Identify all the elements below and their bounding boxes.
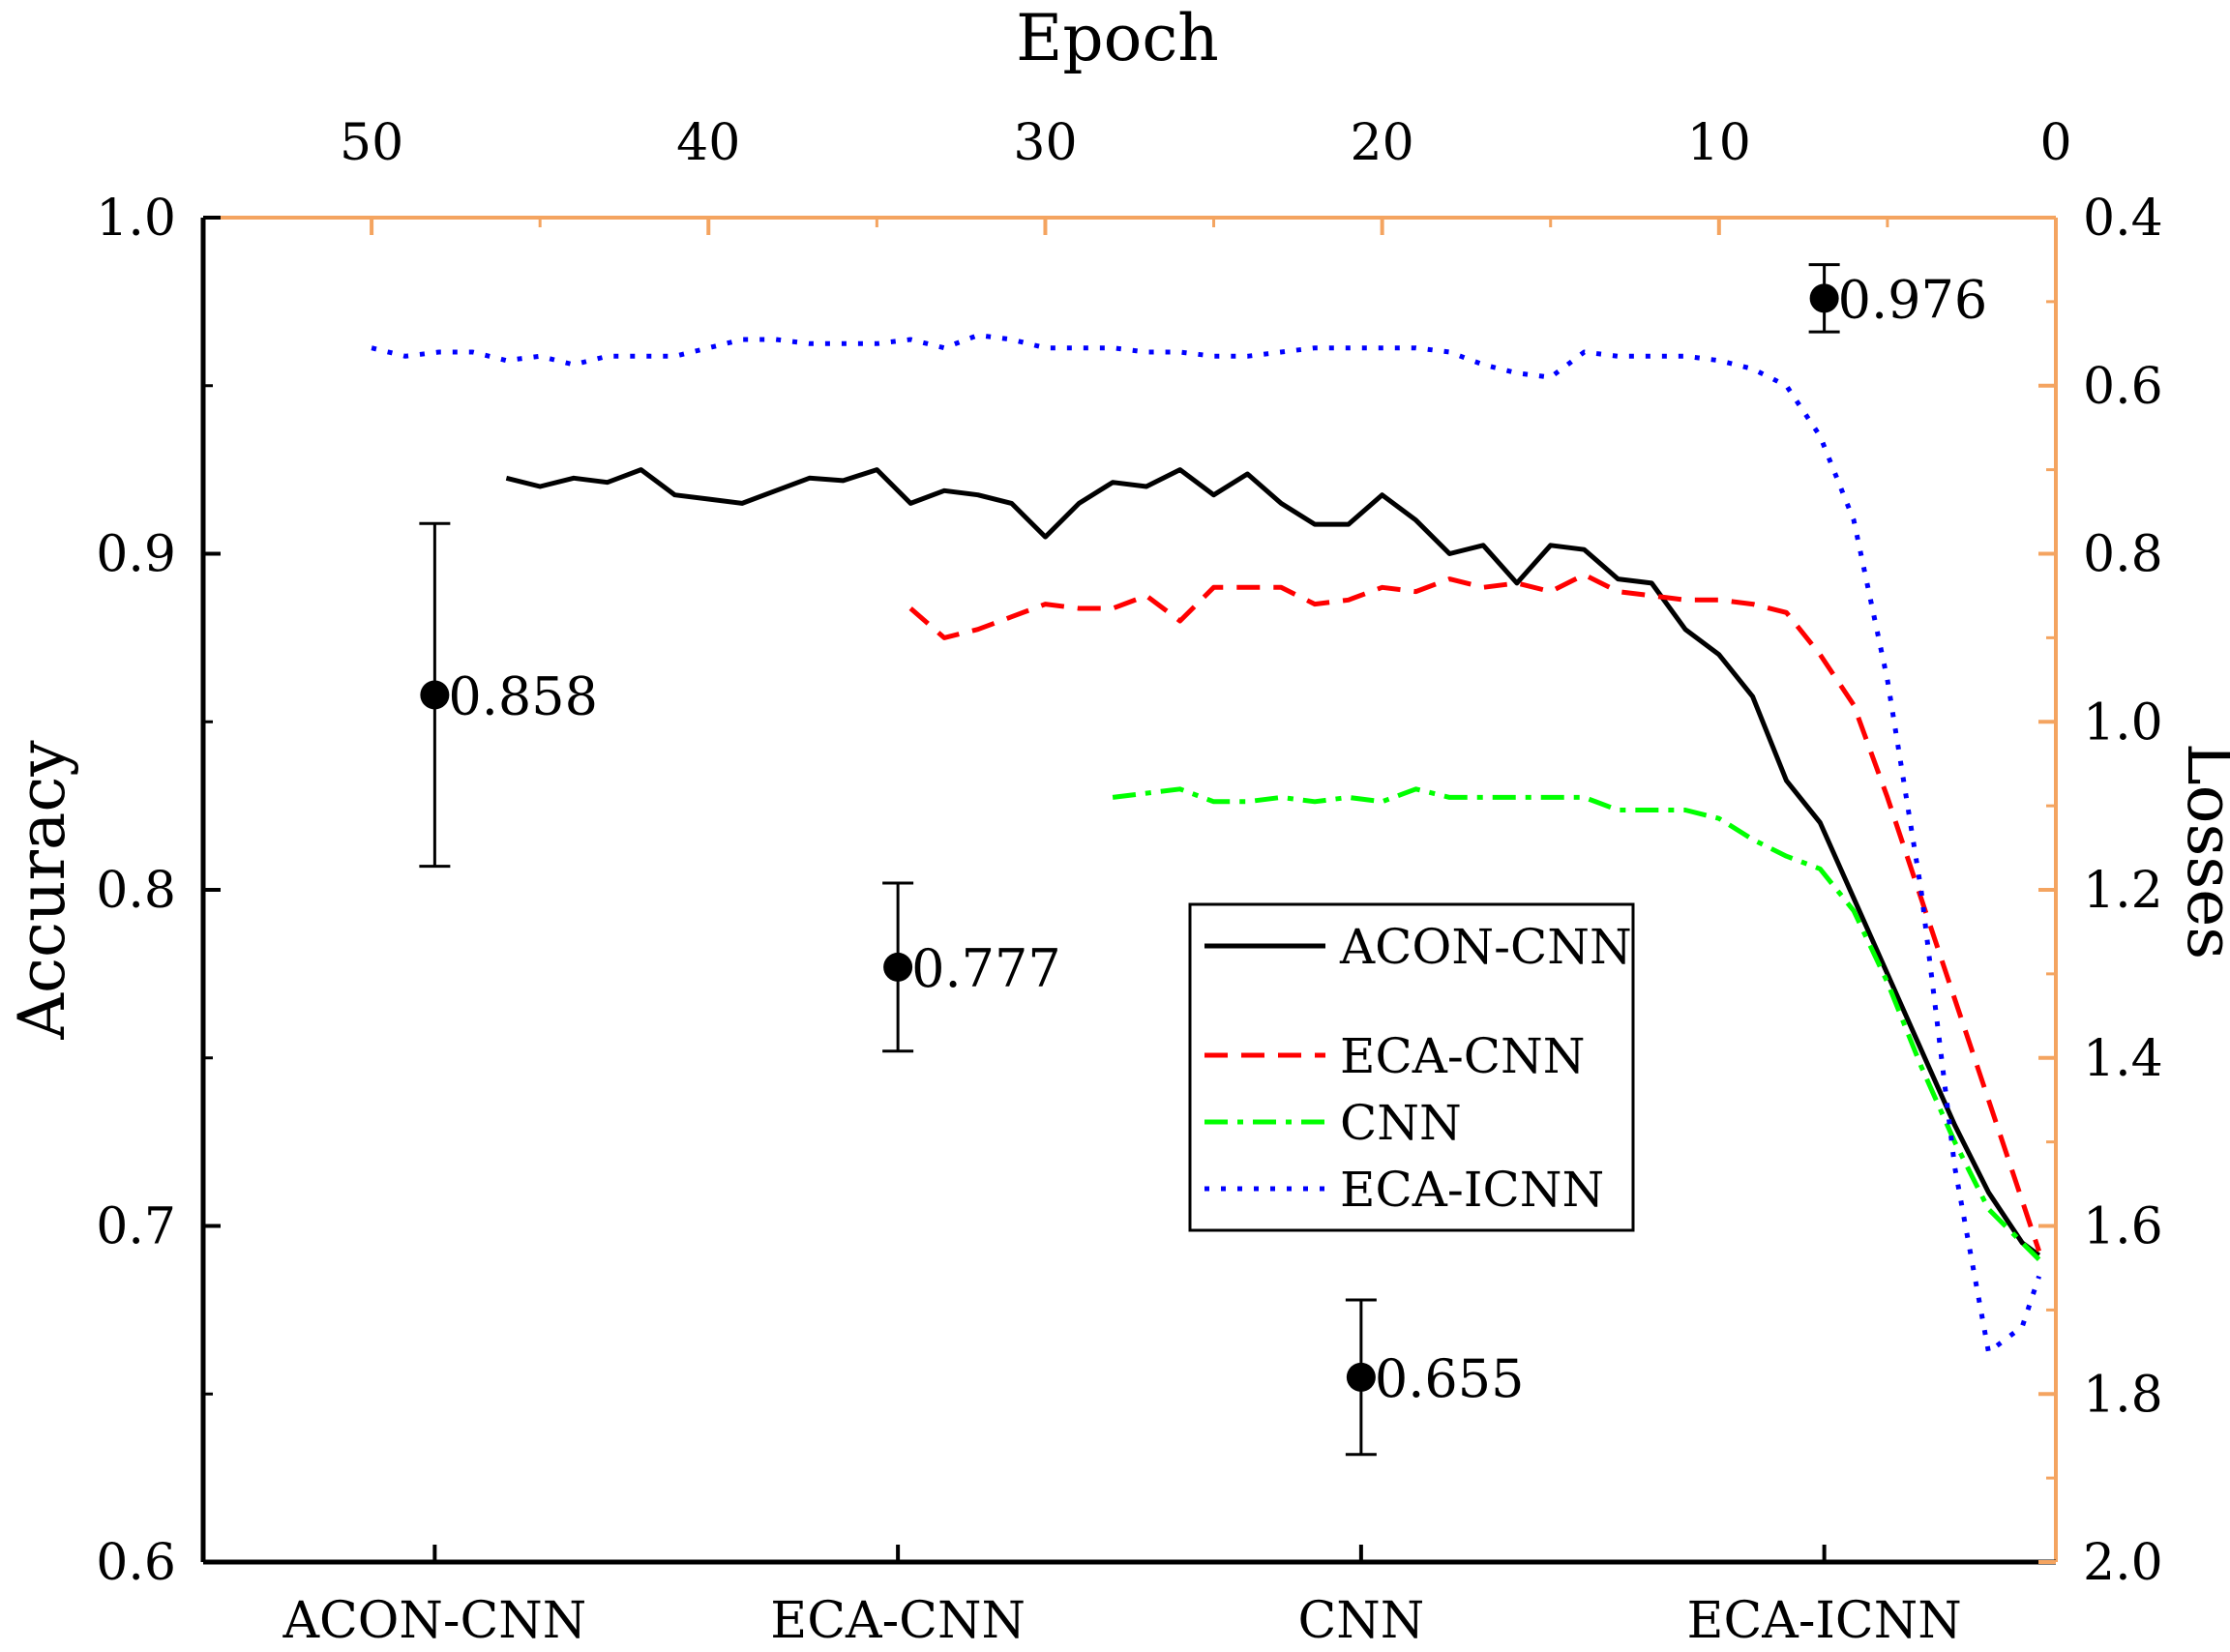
accuracy-label-eca-icnn: 0.976: [1838, 269, 1988, 330]
left-tick-label-0-9: 0.9: [96, 526, 176, 584]
top-tick-label-0: 0: [2039, 114, 2071, 172]
loss-line-acon-cnn: [505, 467, 2041, 1257]
legend-label-eca-cnn: ECA-CNN: [1340, 1028, 1586, 1084]
right-tick-label-1-6: 1.6: [2083, 1198, 2163, 1256]
accuracy-label-acon-cnn: 0.858: [448, 665, 598, 726]
legend-label-cnn: CNN: [1340, 1095, 1462, 1151]
left-tick-label-1: 1.0: [96, 190, 176, 248]
accuracy-point-eca-icnn: [1809, 283, 1839, 313]
bottom-tick-label-eca-cnn: ECA-CNN: [770, 1592, 1026, 1650]
bottom-tick-label-cnn: CNN: [1297, 1592, 1424, 1650]
top-axis-ticks: 50 40 30 20 10 0: [340, 114, 2072, 235]
bottom-tick-label-eca-icnn: ECA-ICNN: [1687, 1592, 1962, 1650]
top-tick-label-20: 20: [1351, 114, 1414, 172]
loss-line-eca-cnn: [908, 572, 2041, 1253]
right-axis-title: Losses: [2173, 743, 2230, 959]
accuracy-label-eca-cnn: 0.777: [911, 938, 1061, 999]
left-tick-label-0-6: 0.6: [96, 1534, 176, 1592]
right-axis-ticks: 0.4 0.6 0.8 1.0 1.2 1.4 1.6 1.8 2.0: [2038, 190, 2163, 1592]
loss-line-eca-icnn: [371, 333, 2041, 1355]
top-tick-label-50: 50: [340, 114, 403, 172]
accuracy-points-layer: 0.858 0.777 0.655 0.976: [419, 263, 1988, 1457]
right-tick-label-1: 1.0: [2083, 693, 2163, 752]
legend-label-eca-icnn: ECA-ICNN: [1340, 1162, 1604, 1218]
right-tick-label-0-4: 0.4: [2083, 190, 2163, 248]
accuracy-label-cnn: 0.655: [1375, 1348, 1525, 1409]
top-tick-label-30: 30: [1013, 114, 1077, 172]
legend-label-acon-cnn: ACON-CNN: [1339, 919, 1632, 975]
right-tick-label-1-2: 1.2: [2083, 862, 2163, 920]
legend: ACON-CNN ECA-CNN CNN ECA-ICNN: [1188, 902, 1635, 1232]
right-tick-label-1-8: 1.8: [2083, 1366, 2163, 1424]
bottom-tick-label-acon-cnn: ACON-CNN: [282, 1592, 586, 1650]
right-tick-label-2: 2.0: [2083, 1534, 2163, 1592]
accuracy-point-acon-cnn: [420, 680, 450, 710]
right-tick-label-0-8: 0.8: [2083, 526, 2163, 584]
top-axis-title: Epoch: [1016, 1, 1219, 75]
bottom-axis-ticks: ACON-CNN ECA-CNN CNN ECA-ICNN: [282, 1545, 1962, 1650]
left-axis-ticks: 0.6 0.7 0.8 0.9 1.0: [96, 190, 221, 1592]
left-axis-title: Accuracy: [5, 740, 79, 1041]
left-tick-label-0-7: 0.7: [96, 1198, 176, 1256]
loss-series-layer: [371, 333, 2041, 1355]
top-tick-label-40: 40: [676, 114, 740, 172]
top-tick-label-10: 10: [1687, 114, 1751, 172]
accuracy-point-cnn: [1346, 1362, 1376, 1392]
legend-box: [1188, 902, 1635, 1232]
left-tick-label-0-8: 0.8: [96, 862, 176, 920]
loss-line-cnn: [1112, 786, 2041, 1261]
right-tick-label-0-6: 0.6: [2083, 358, 2163, 416]
right-tick-label-1-4: 1.4: [2083, 1030, 2163, 1088]
accuracy-point-eca-cnn: [883, 952, 913, 982]
